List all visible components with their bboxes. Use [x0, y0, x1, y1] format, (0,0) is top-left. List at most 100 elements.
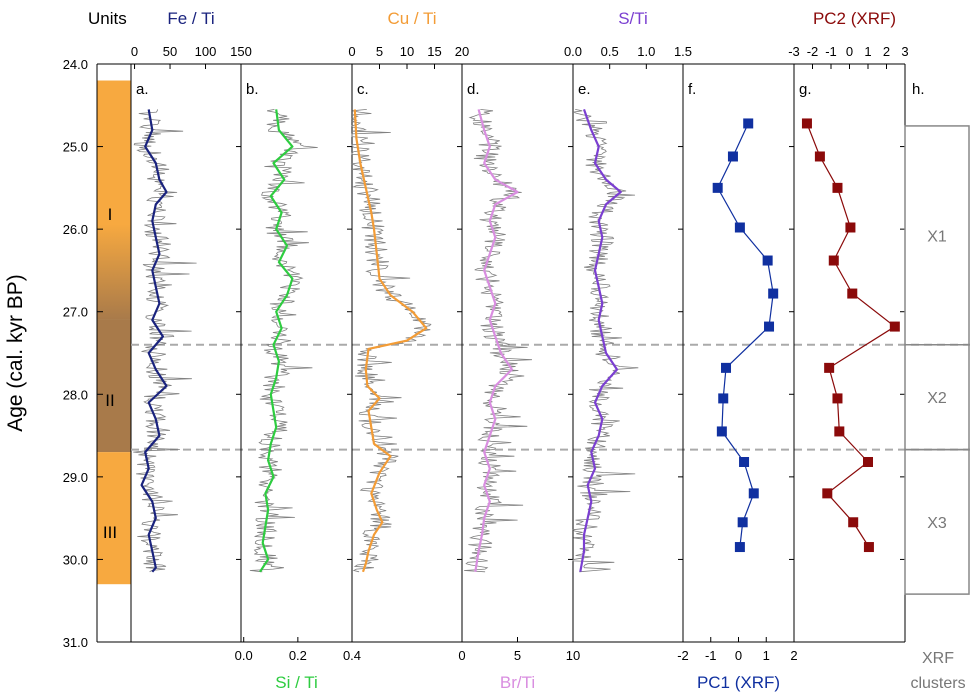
panel-title: PC2 (XRF)	[813, 9, 896, 28]
zone-label-III: III	[103, 523, 117, 542]
data-point-marker	[727, 151, 738, 162]
data-point-marker	[743, 118, 754, 129]
data-point-marker	[712, 182, 723, 193]
x-tick-label: 10	[400, 44, 414, 59]
panel-g: -3 -2 -1 0 1 2 3 PC2 (XRF) g.	[788, 9, 909, 643]
data-point-marker	[863, 542, 874, 553]
smoothed-series-line	[474, 109, 519, 572]
panel-b: 0.0 0.2 0.4 Si / Ti b.	[235, 63, 361, 692]
x-tick-label: 2	[790, 648, 797, 663]
data-point-marker	[824, 362, 835, 373]
panel-c: 0 5 10 15 20 Cu / Ti c.	[348, 9, 469, 643]
x-tick-label: 2	[883, 44, 890, 59]
raw-data-trace	[572, 109, 639, 573]
x-tick-label: 1	[864, 44, 871, 59]
y-axis-label: Age (cal. kyr BP)	[4, 274, 27, 432]
x-tick-label: -3	[788, 44, 800, 59]
x-tick-label: 1	[763, 648, 770, 663]
x-tick-label: 100	[195, 44, 217, 59]
data-point-marker	[889, 321, 900, 332]
units-label: Units	[88, 9, 127, 28]
panel-d: 0 5 10 Br/Ti d.	[458, 63, 580, 692]
x-tick-label: 0	[348, 44, 355, 59]
x-tick-label: 15	[427, 44, 441, 59]
raw-data-trace	[350, 109, 432, 573]
data-point-marker	[845, 222, 856, 233]
panel-title: PC1 (XRF)	[697, 673, 780, 692]
data-point-marker	[768, 288, 779, 299]
x-tick-label: -1	[825, 44, 837, 59]
data-point-marker	[847, 288, 858, 299]
x-tick-label: 5	[376, 44, 383, 59]
cluster-label-X1: X1	[927, 228, 947, 245]
x-tick-label: 0.5	[601, 44, 619, 59]
x-tick-label: 150	[230, 44, 252, 59]
pc-series-line	[806, 123, 896, 548]
panel-letter: e.	[578, 81, 591, 98]
cluster-label-X3: X3	[927, 515, 947, 532]
x-tick-label: 10	[566, 648, 580, 663]
panel-title: Si / Ti	[275, 673, 318, 692]
panel-title: S/Ti	[618, 9, 648, 28]
clusters-label-line1: XRF	[922, 650, 954, 667]
panel-letter: b.	[246, 81, 259, 98]
y-tick-label: 31.0	[63, 635, 88, 650]
clusters-label-line2: clusters	[910, 675, 965, 692]
data-point-marker	[734, 542, 745, 553]
raw-data-trace	[464, 109, 533, 573]
panel-letter: c.	[357, 81, 369, 98]
panel-title: Cu / Ti	[387, 9, 436, 28]
y-tick-label: 25.0	[63, 140, 88, 155]
zone-band-II	[97, 319, 131, 453]
data-point-marker	[848, 517, 859, 528]
data-point-marker	[734, 222, 745, 233]
y-tick-label: 27.0	[63, 305, 88, 320]
x-tick-label: 0.2	[289, 648, 307, 663]
panel-letter: g.	[799, 81, 812, 98]
data-point-marker	[737, 517, 748, 528]
data-point-marker	[718, 393, 729, 404]
y-tick-label: 28.0	[63, 387, 88, 402]
data-point-marker	[834, 426, 845, 437]
data-point-marker	[863, 456, 873, 467]
x-tick-label: 0	[846, 44, 853, 59]
x-tick-label: -2	[807, 44, 819, 59]
y-tick-label: 24.0	[63, 57, 88, 72]
x-tick-label: 50	[163, 44, 177, 59]
x-tick-label: 0	[131, 44, 138, 59]
smoothed-series-line	[353, 109, 428, 573]
x-tick-label: -1	[705, 648, 717, 663]
data-point-marker	[762, 255, 773, 266]
y-tick-label: 29.0	[63, 470, 88, 485]
y-tick-label: 30.0	[63, 552, 88, 567]
x-tick-label: 0	[458, 648, 465, 663]
data-point-marker	[739, 456, 750, 467]
data-point-marker	[721, 362, 732, 373]
panel-letter: f.	[688, 81, 696, 98]
smoothed-series-line	[140, 109, 168, 573]
panel-title: Br/Ti	[500, 673, 535, 692]
data-point-marker	[822, 488, 833, 499]
data-point-marker	[832, 182, 843, 193]
cluster-label-X2: X2	[927, 390, 947, 407]
x-tick-label: 1.0	[637, 44, 655, 59]
panel-f: -2 -1 0 1 2 PC1 (XRF) f.	[677, 63, 798, 692]
x-tick-label: 20	[455, 44, 469, 59]
raw-data-trace	[249, 109, 318, 573]
x-tick-label: 1.5	[674, 44, 692, 59]
panel-letter-h: h.	[912, 81, 925, 98]
panel-title: Fe / Ti	[167, 9, 214, 28]
data-point-marker	[828, 255, 839, 266]
data-point-marker	[764, 321, 775, 332]
y-tick-label: 26.0	[63, 222, 88, 237]
smoothed-series-line	[579, 109, 622, 572]
data-point-marker	[814, 151, 825, 162]
data-point-marker	[716, 426, 727, 437]
pc-series-line	[717, 123, 774, 548]
x-tick-label: 0.4	[343, 648, 361, 663]
x-tick-label: -2	[677, 648, 689, 663]
x-tick-label: 5	[514, 648, 521, 663]
data-point-marker	[748, 488, 759, 499]
x-tick-label: 0	[735, 648, 742, 663]
